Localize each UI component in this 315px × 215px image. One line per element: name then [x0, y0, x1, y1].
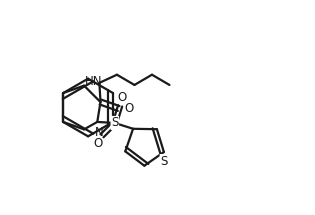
- Text: HN: HN: [85, 75, 102, 88]
- Text: O: O: [125, 102, 134, 115]
- Text: O: O: [94, 137, 103, 150]
- Text: S: S: [111, 117, 118, 129]
- Text: O: O: [117, 91, 127, 104]
- Text: S: S: [160, 155, 168, 167]
- Text: N: N: [94, 126, 103, 139]
